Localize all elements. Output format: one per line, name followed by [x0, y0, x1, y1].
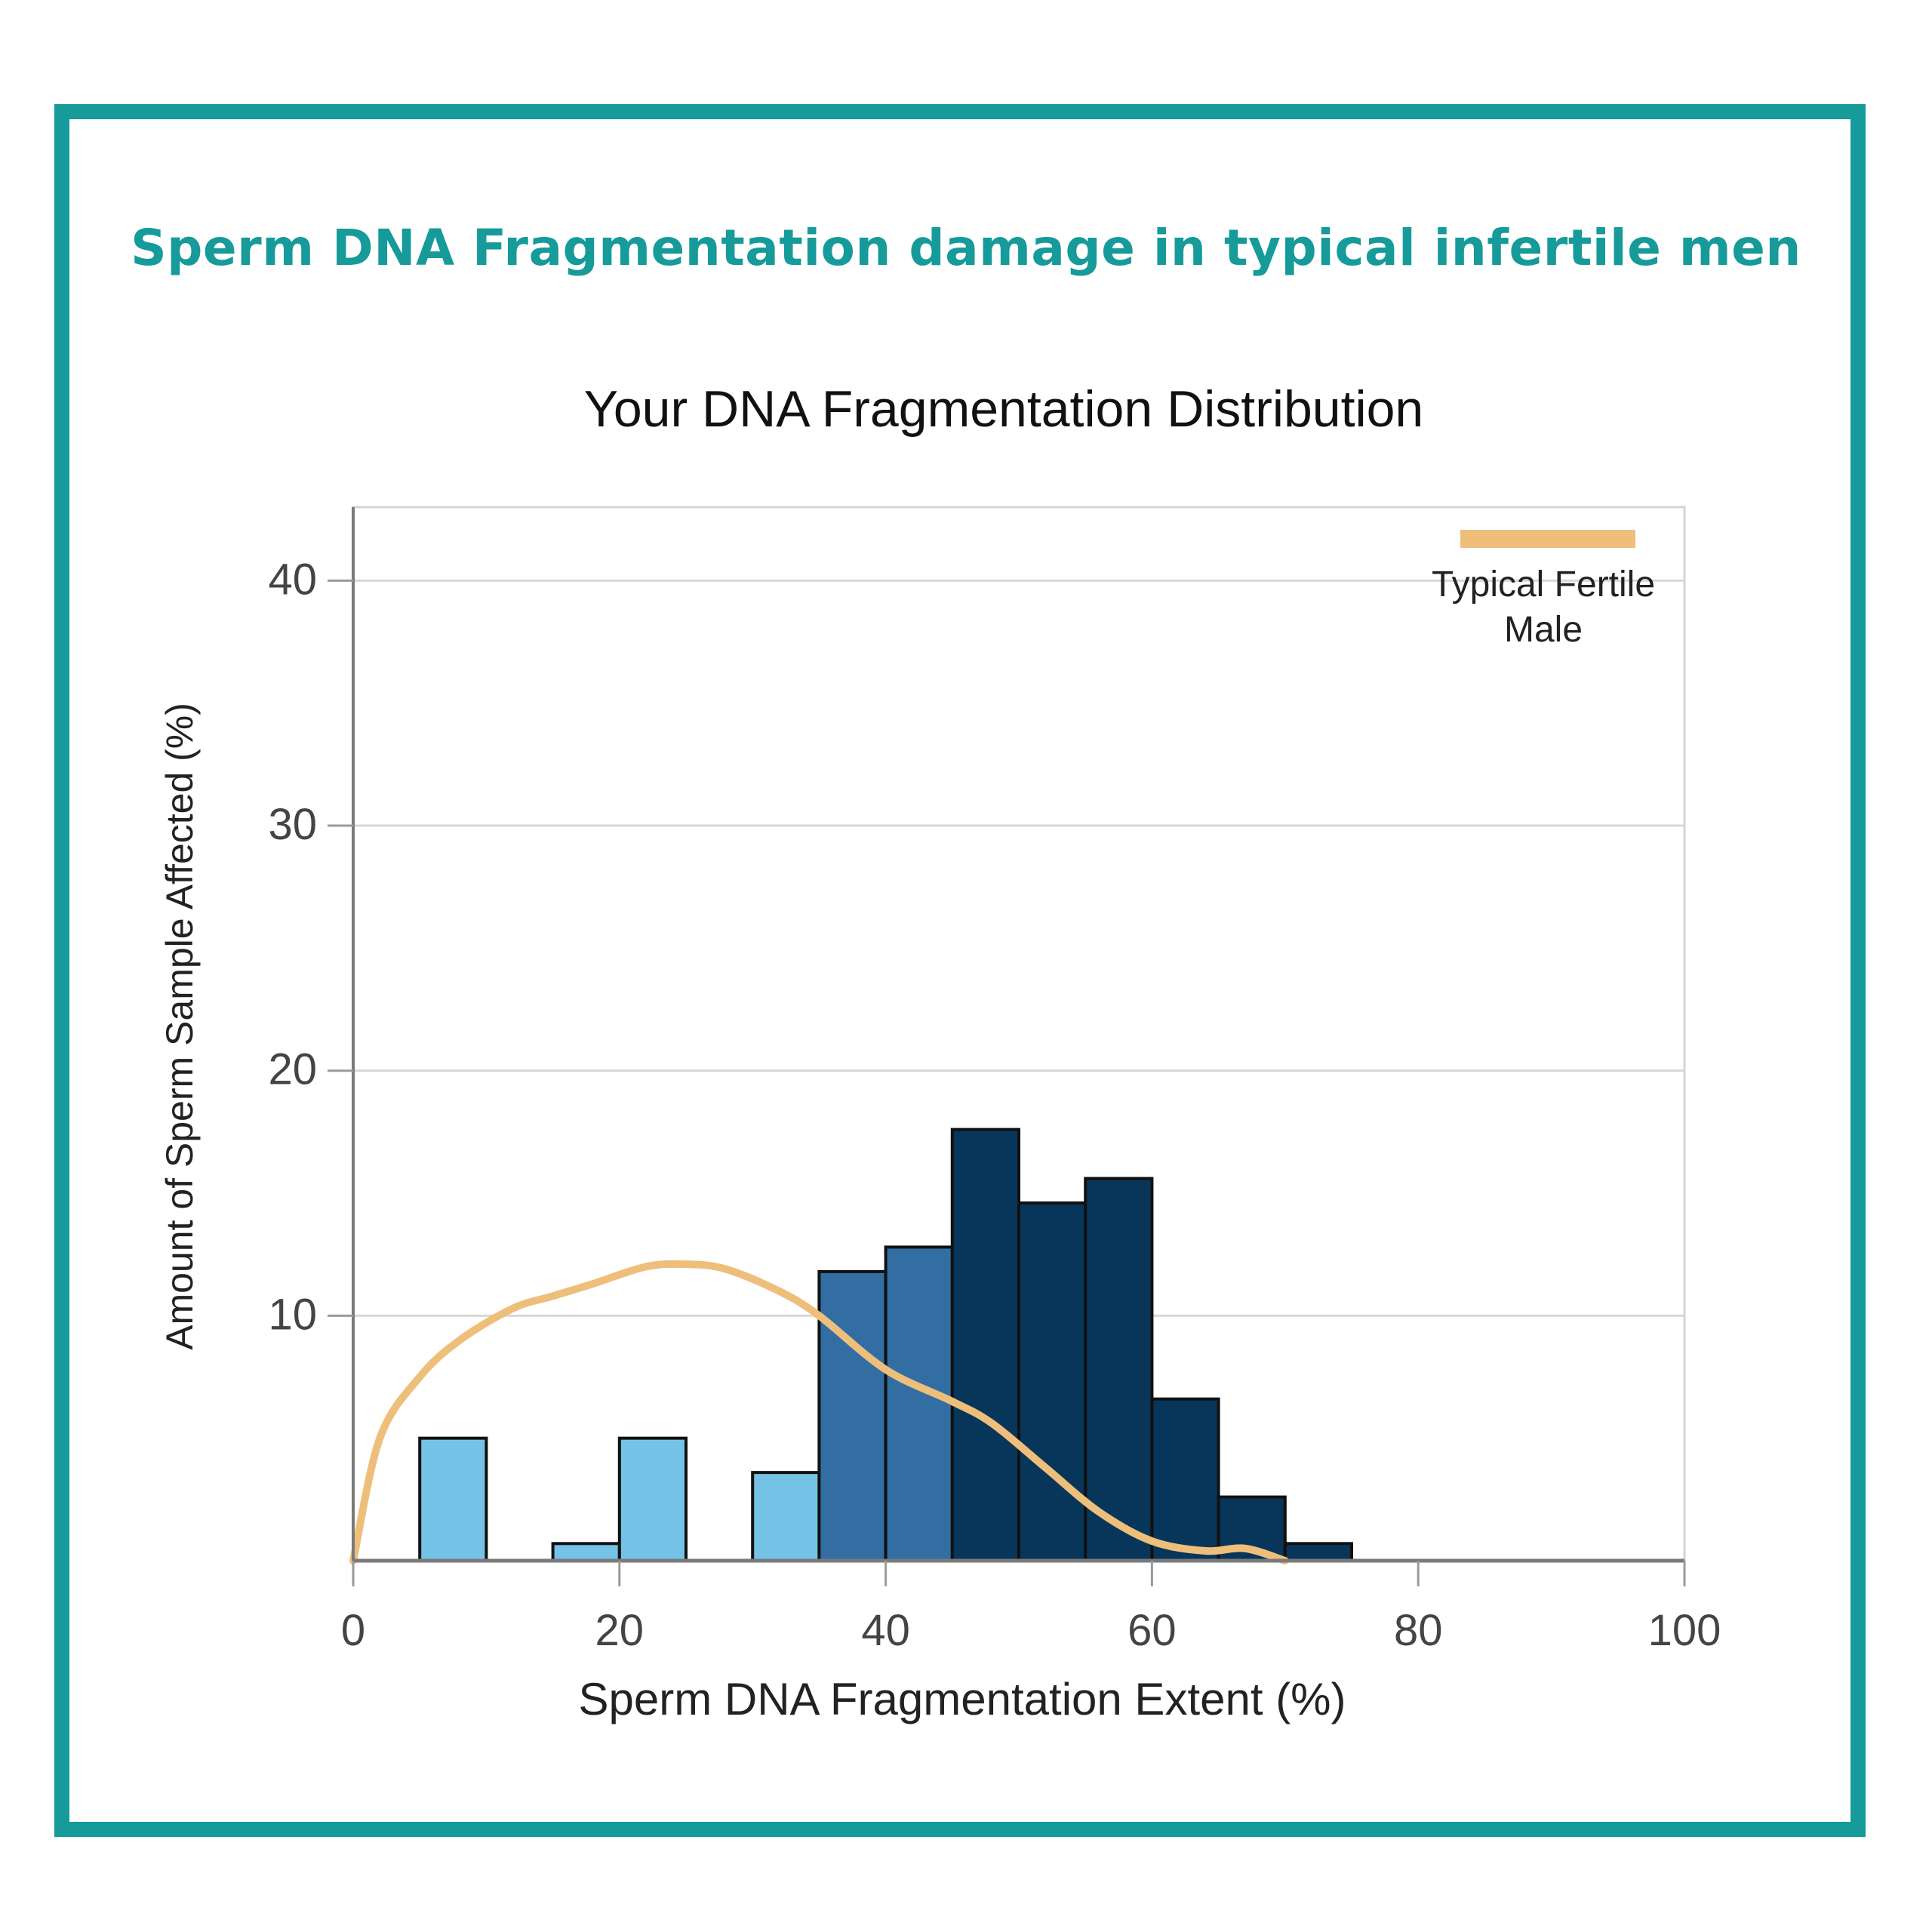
legend: Typical Fertile Male	[1432, 530, 1655, 650]
bar	[551, 1542, 621, 1562]
axes	[352, 507, 1684, 1563]
y-tick-label: 40	[268, 555, 317, 604]
curve-layer	[349, 1260, 1289, 1564]
x-tick-label: 0	[341, 1606, 365, 1655]
y-axis-label: Amount of Sperm Sample Affected (%)	[158, 703, 201, 1350]
chart-title: Your DNA Fragmentation Distribution	[584, 380, 1423, 438]
page-headline: Sperm DNA Fragmentation damage in typica…	[131, 219, 1801, 277]
bar	[418, 1436, 488, 1563]
bar	[1084, 1177, 1154, 1562]
x-tick-label: 40	[861, 1606, 910, 1655]
legend-label-line1: Typical Fertile	[1432, 565, 1655, 605]
ticks: 10 20 30 40 0 20 40 60 80 100	[268, 555, 1721, 1655]
y-tick-label: 20	[268, 1045, 317, 1094]
x-axis-label: Sperm DNA Fragmentation Extent (%)	[578, 1674, 1346, 1724]
legend-swatch	[1460, 530, 1635, 548]
bar	[1283, 1542, 1354, 1562]
bars	[418, 1128, 1354, 1563]
bar	[1017, 1201, 1088, 1562]
bar	[617, 1436, 688, 1563]
fertile-male-curve	[349, 1260, 1289, 1564]
bar	[751, 1471, 821, 1563]
bar	[884, 1245, 954, 1563]
bar	[950, 1128, 1021, 1563]
x-tick-label: 20	[595, 1606, 645, 1655]
x-tick-label: 60	[1128, 1606, 1177, 1655]
y-tick-label: 10	[268, 1290, 317, 1339]
legend-label-line2: Male	[1504, 610, 1583, 650]
x-tick-label: 100	[1648, 1606, 1721, 1655]
bar	[817, 1269, 888, 1562]
x-tick-label: 80	[1394, 1606, 1443, 1655]
bar	[1150, 1397, 1220, 1562]
y-tick-label: 30	[268, 800, 317, 849]
